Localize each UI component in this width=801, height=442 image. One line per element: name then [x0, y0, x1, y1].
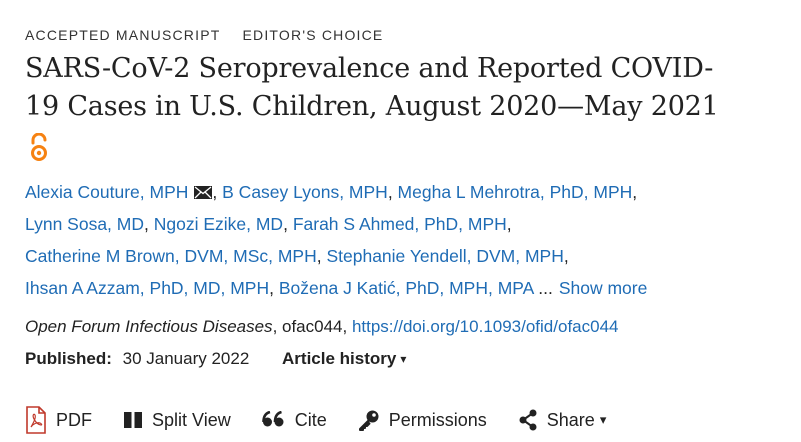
- share-icon: [519, 409, 537, 431]
- author-line: Lynn Sosa, MD, Ngozi Ezike, MD, Farah S …: [25, 208, 785, 240]
- mail-icon[interactable]: [194, 186, 213, 199]
- author-ellipsis: ...: [533, 278, 553, 298]
- chevron-down-icon: ▾: [400, 352, 407, 366]
- author-link[interactable]: Farah S Ahmed, PhD, MPH: [292, 214, 507, 234]
- doi-link[interactable]: https://doi.org/10.1093/ofid/ofac044: [351, 317, 619, 336]
- article-title-line-2: 19 Cases in U.S. Children, August 2020—M…: [25, 91, 719, 122]
- article-title: SARS-CoV-2 Seroprevalence and Reported C…: [25, 50, 795, 126]
- show-more-authors-link[interactable]: Show more: [558, 278, 648, 298]
- journal-name: Open Forum Infectious Diseases: [25, 317, 273, 336]
- author-separator: ,: [506, 214, 512, 234]
- author-line: Catherine M Brown, DVM, MSc, MPH, Stepha…: [25, 240, 785, 272]
- author-separator: ,: [563, 246, 569, 266]
- published-date: 30 January 2022: [122, 349, 250, 368]
- published-line: Published: 30 January 2022 Article histo…: [25, 349, 406, 369]
- article-toolbar: PDF Split View Cite Permissio: [25, 404, 637, 436]
- key-icon: [358, 410, 379, 431]
- author-separator: ,: [387, 182, 398, 202]
- author-separator: ,: [212, 182, 223, 202]
- article-labels: ACCEPTED MANUSCRIPT EDITOR'S CHOICE: [25, 27, 383, 43]
- published-label: Published:: [25, 349, 112, 368]
- author-link[interactable]: Catherine M Brown, DVM, MSc, MPH: [25, 246, 317, 266]
- split-view-icon: [124, 412, 142, 428]
- author-separator: ,: [144, 214, 154, 234]
- article-history-button[interactable]: Article history ▾: [282, 349, 406, 368]
- author-link[interactable]: Ihsan A Azzam, PhD, MD, MPH: [25, 278, 270, 298]
- cite-button[interactable]: Cite: [261, 409, 327, 431]
- quote-icon: [261, 411, 284, 427]
- pdf-icon: [26, 406, 46, 434]
- author-separator: ,: [632, 182, 638, 202]
- split-view-label: Split View: [152, 409, 231, 430]
- author-link[interactable]: Lynn Sosa, MD: [25, 214, 144, 234]
- author-link[interactable]: Ngozi Ezike, MD: [153, 214, 284, 234]
- author-link[interactable]: Stephanie Yendell, DVM, MPH: [326, 246, 564, 266]
- open-access-icon: [31, 133, 47, 161]
- article-title-line-1: SARS-CoV-2 Seroprevalence and Reported C…: [25, 53, 714, 84]
- split-view-button[interactable]: Split View: [123, 410, 231, 431]
- author-separator: ,: [316, 246, 327, 266]
- author-link[interactable]: Božena J Katić, PhD, MPH, MPA: [278, 278, 534, 298]
- permissions-label: Permissions: [388, 409, 487, 430]
- share-button[interactable]: Share ▾: [518, 409, 607, 431]
- author-line: Alexia Couture, MPH, B Casey Lyons, MPH,…: [25, 176, 785, 208]
- accepted-manuscript-label: ACCEPTED MANUSCRIPT: [25, 27, 221, 43]
- article-id: , ofac044,: [272, 317, 352, 336]
- author-line: Ihsan A Azzam, PhD, MD, MPH, Božena J Ka…: [25, 272, 785, 304]
- author-link[interactable]: Alexia Couture, MPH: [25, 182, 189, 202]
- author-separator: ,: [269, 278, 279, 298]
- author-list: Alexia Couture, MPH, B Casey Lyons, MPH,…: [25, 176, 785, 304]
- chevron-down-icon: ▾: [599, 412, 607, 427]
- permissions-button[interactable]: Permissions: [358, 409, 487, 431]
- citation-line: Open Forum Infectious Diseases, ofac044,…: [25, 317, 618, 337]
- pdf-label: PDF: [56, 409, 92, 430]
- pdf-button[interactable]: PDF: [25, 406, 92, 434]
- author-link[interactable]: Megha L Mehrotra, PhD, MPH: [397, 182, 633, 202]
- cite-label: Cite: [294, 409, 327, 430]
- author-separator: ,: [283, 214, 293, 234]
- share-label: Share: [546, 409, 595, 430]
- author-link[interactable]: B Casey Lyons, MPH: [222, 182, 388, 202]
- article-history-label: Article history: [282, 349, 397, 368]
- editors-choice-label: EDITOR'S CHOICE: [242, 27, 384, 43]
